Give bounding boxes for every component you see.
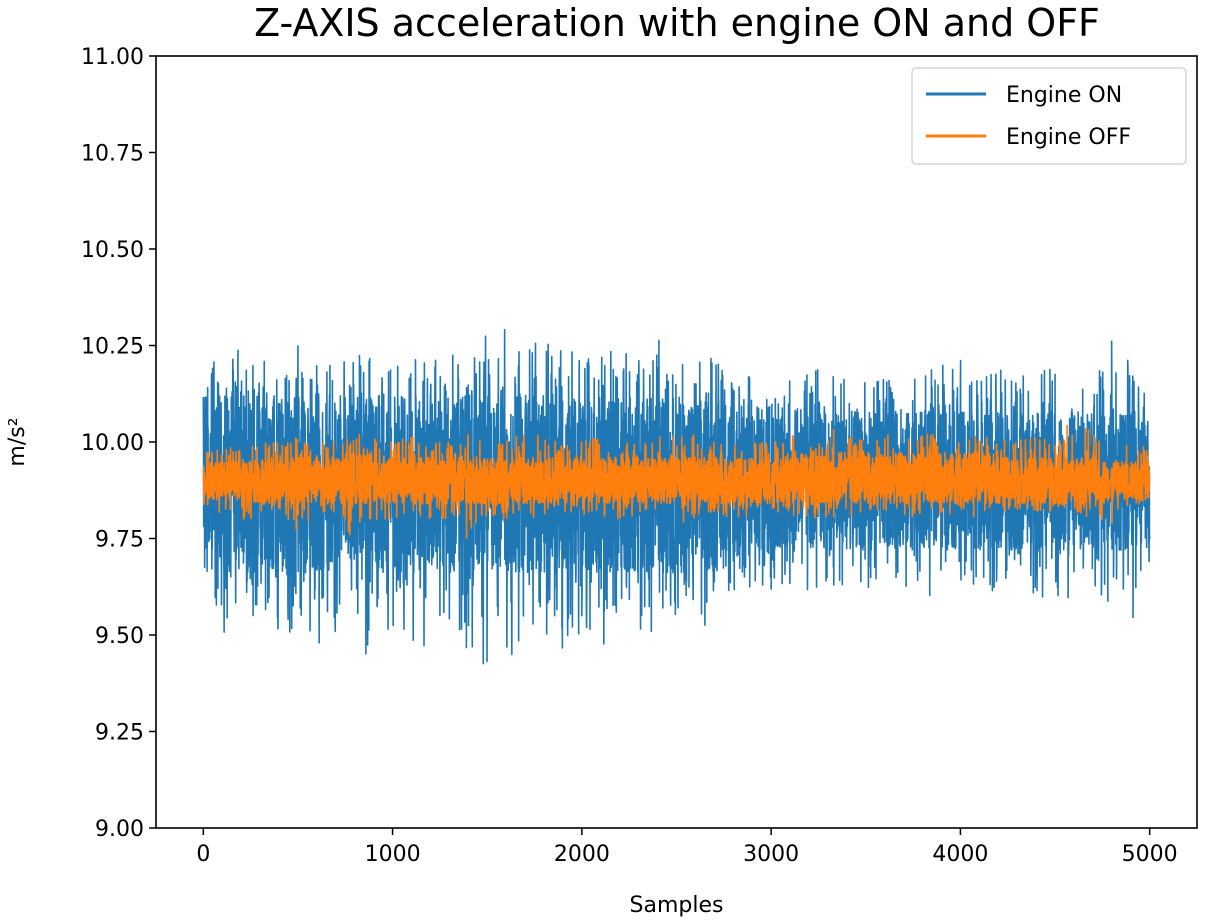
- plot-area: [202, 328, 1151, 665]
- x-tick-label: 4000: [932, 842, 988, 867]
- x-tick-label: 5000: [1122, 842, 1178, 867]
- x-axis-label: Samples: [630, 893, 724, 918]
- y-tick-label: 9.50: [95, 624, 144, 649]
- y-axis: 9.00 9.25 9.50 9.75 10.00 10.25 10.50 10.75 11.0…: [81, 45, 156, 842]
- y-tick-label: 9.00: [95, 817, 144, 842]
- x-tick-label: 1000: [365, 842, 421, 867]
- y-tick-label: 11.00: [81, 45, 144, 70]
- legend-label-engine-on: Engine ON: [1006, 83, 1122, 108]
- x-axis: 0 1000 2000 3000 4000 5000: [196, 828, 1178, 867]
- legend: Engine ON Engine OFF: [911, 67, 1187, 165]
- x-tick-label: 3000: [743, 842, 799, 867]
- series-line-engine-off: [202, 424, 1151, 539]
- y-tick-label: 10.25: [81, 335, 144, 360]
- y-tick-label: 9.25: [95, 721, 144, 746]
- legend-label-engine-off: Engine OFF: [1006, 125, 1131, 150]
- y-tick-label: 10.50: [81, 238, 144, 263]
- y-tick-label: 10.00: [81, 431, 144, 456]
- legend-box: [911, 67, 1187, 165]
- x-tick-label: 2000: [554, 842, 610, 867]
- x-tick-label: 0: [196, 842, 210, 867]
- chart-title: Z-AXIS acceleration with engine ON and O…: [254, 1, 1100, 45]
- y-axis-label: m/s²: [5, 417, 30, 466]
- y-tick-label: 10.75: [81, 142, 144, 167]
- y-tick-label: 9.75: [95, 528, 144, 553]
